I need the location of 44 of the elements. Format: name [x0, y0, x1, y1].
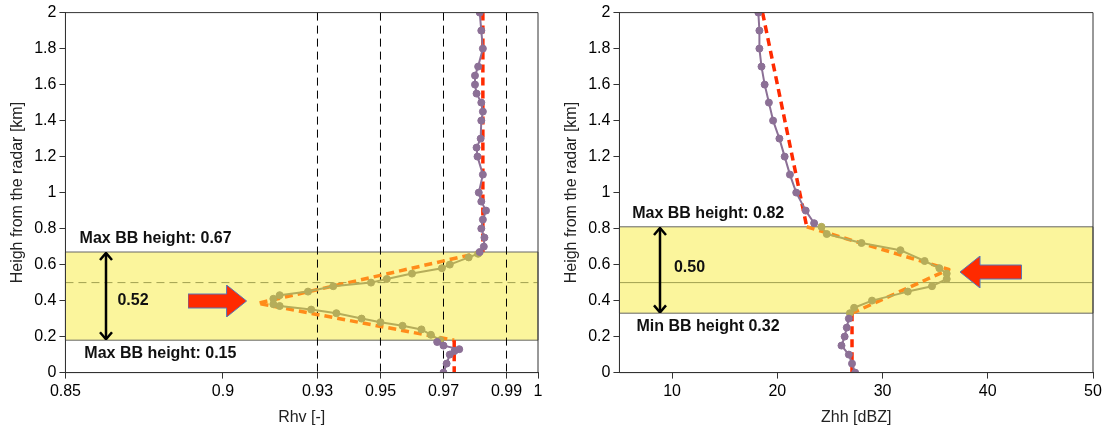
y-tick-label: 0 — [601, 363, 611, 381]
x-axis-title: Zhh [dBZ] — [821, 407, 892, 425]
annotation: Max BB height: 0.67 — [79, 229, 232, 247]
y-tick-label: 0.8 — [34, 219, 57, 237]
annotation: 0.50 — [673, 257, 706, 275]
x-tick-label: 0.85 — [49, 381, 82, 399]
x-tick-label: 0.99 — [490, 381, 523, 399]
y-tick-label: 1 — [601, 183, 611, 201]
y-tick-label: 1.8 — [588, 39, 611, 57]
x-tick-label: 40 — [978, 381, 997, 399]
y-tick-label: 0 — [47, 363, 57, 381]
y-axis-title: Heigh from the radar [km] — [8, 101, 26, 284]
annotation: 0.52 — [117, 291, 149, 309]
y-tick-label: 1.8 — [34, 39, 57, 57]
x-tick-label: 30 — [873, 381, 892, 399]
x-tick-label: 0.9 — [211, 381, 235, 399]
y-tick-label: 0.6 — [34, 255, 57, 273]
annotation: Max BB height: 0.15 — [84, 343, 237, 361]
y-tick-label: 1.6 — [588, 75, 611, 93]
y-tick-label: 1.2 — [34, 147, 57, 165]
x-tick-label: 0.97 — [427, 381, 460, 399]
y-tick-label: 1.2 — [588, 147, 611, 165]
y-tick-label: 0.4 — [34, 291, 57, 309]
x-tick-label: 0.95 — [364, 381, 397, 399]
annotation: Max BB height: 0.82 — [632, 204, 785, 222]
y-tick-label: 2 — [601, 3, 611, 21]
y-axis-title: Heigh from the radar [km] — [562, 101, 580, 284]
y-tick-label: 1 — [47, 183, 57, 201]
y-tick-label: 0.4 — [588, 291, 611, 309]
y-tick-label: 0.2 — [588, 327, 611, 345]
x-axis-title: Rhv [-] — [278, 407, 326, 425]
y-tick-label: 0.6 — [588, 255, 611, 273]
y-tick-label: 1.4 — [588, 111, 611, 129]
y-tick-label: 2 — [47, 3, 57, 21]
x-tick-label: 50 — [1084, 381, 1102, 399]
annotation: Min BB height 0.32 — [636, 316, 780, 334]
x-tick-label: 0.93 — [301, 381, 334, 399]
y-tick-label: 0.8 — [588, 219, 611, 237]
x-tick-label: 20 — [768, 381, 787, 399]
y-tick-label: 0.2 — [34, 327, 57, 345]
y-tick-label: 1.4 — [34, 111, 57, 129]
x-tick-label: 10 — [663, 381, 682, 399]
x-tick-label: 1 — [533, 381, 543, 399]
y-tick-label: 1.6 — [34, 75, 57, 93]
